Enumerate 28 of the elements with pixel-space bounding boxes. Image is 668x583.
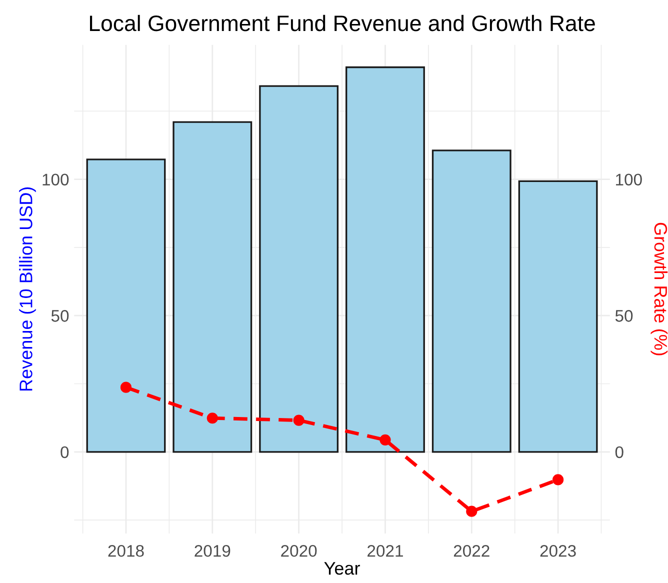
x-tick-label: 2020 — [281, 544, 317, 557]
y-axis-title: Revenue (10 Billion USD) — [19, 187, 36, 391]
y-tick-label: 0 — [60, 446, 69, 458]
point — [552, 474, 564, 486]
bar — [86, 158, 166, 453]
bar — [518, 180, 598, 453]
x-tick-label: 2019 — [194, 544, 230, 557]
y2-axis-title: Growth Rate (%) — [650, 222, 668, 356]
x-tick-label: 2021 — [368, 544, 403, 557]
point — [120, 382, 132, 393]
bar — [432, 150, 512, 453]
y-tick-label: 100 — [42, 174, 69, 186]
chart-title: Local Government Fund Revenue and Growth Rate — [90, 14, 595, 32]
bar — [259, 85, 339, 453]
x-tick-label: 2018 — [108, 544, 144, 557]
bar — [172, 121, 252, 453]
y2-tick-label: 50 — [615, 310, 633, 322]
x-tick-label: 2022 — [454, 544, 490, 557]
point — [293, 414, 304, 426]
y-tick-label: 50 — [51, 310, 69, 322]
x-tick-label: 2023 — [540, 544, 576, 557]
bar — [346, 66, 425, 453]
point — [380, 434, 391, 446]
y2-tick-label: 100 — [616, 174, 642, 186]
point — [466, 506, 478, 517]
y2-tick-label: 0 — [615, 446, 624, 458]
x-axis-title: Year — [324, 562, 360, 575]
point — [206, 412, 218, 424]
